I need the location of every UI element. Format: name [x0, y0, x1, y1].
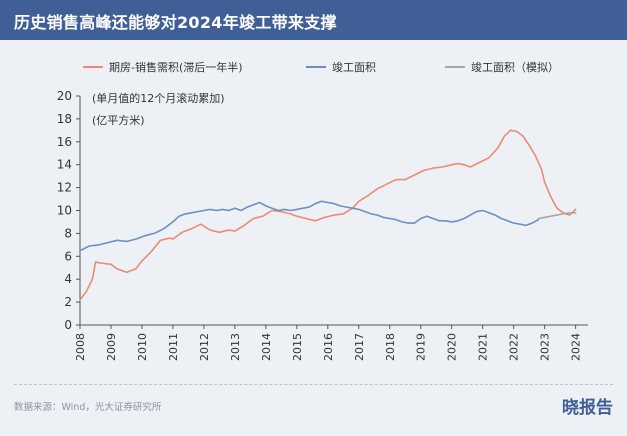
x-tick-label: 2023	[539, 333, 552, 361]
legend-label-0: 期房-销售需积(滞后一年半)	[109, 60, 243, 74]
x-tick-label: 2017	[353, 333, 366, 361]
chart-title: 历史销售高峰还能够对2024年竣工带来支撑	[14, 13, 337, 32]
annotation-line-1: (单月值的12个月滚动累加)	[92, 91, 225, 105]
x-tick-label: 2019	[415, 333, 428, 361]
brand-logo: 晓报告	[562, 398, 613, 418]
line-chart: 期房-销售需积(滞后一年半) 竣工面积 竣工面积（模拟） (单月值的12个月滚动累加…	[57, 60, 588, 361]
series-line-0	[79, 129, 577, 301]
x-tick-label: 2022	[508, 333, 521, 361]
y-tick-label: 8	[64, 226, 72, 240]
footer-divider	[14, 384, 613, 385]
y-tick-label: 4	[64, 272, 72, 286]
x-tick-label: 2014	[260, 333, 273, 361]
x-tick-label: 2024	[570, 333, 583, 361]
y-tick-label: 14	[57, 158, 72, 172]
unit-annotation: (单月值的12个月滚动累加) (亿平方米)	[92, 91, 225, 127]
y-tick-label: 10	[57, 204, 72, 218]
legend-label-2: 竣工面积（模拟）	[471, 60, 559, 74]
x-tick-label: 2015	[291, 333, 304, 361]
x-tick-label: 2013	[229, 333, 242, 361]
axes: 0 2 4 6 8 10 12 14 16 18 20 2008 2009 2010 2011 2012 201…	[57, 89, 588, 361]
x-tick-label: 2011	[167, 333, 180, 361]
x-tick-label: 2021	[477, 333, 490, 361]
x-tick-label: 2008	[74, 333, 87, 361]
x-tick-label: 2016	[322, 333, 335, 361]
x-tick-label: 2009	[105, 333, 118, 361]
x-tick-label: 2018	[384, 333, 397, 361]
y-tick-label: 2	[64, 295, 72, 309]
y-tick-label: 0	[64, 318, 72, 332]
series-line-1	[79, 200, 540, 252]
x-tick-label: 2010	[136, 333, 149, 361]
x-tick-label: 2020	[446, 333, 459, 361]
data-source-note: 数据来源：Wind，光大证券研究所	[14, 402, 162, 413]
x-tick-label: 2012	[198, 333, 211, 361]
y-tick-label: 18	[57, 112, 72, 126]
y-tick-label: 16	[57, 135, 72, 149]
title-banner: 历史销售高峰还能够对2024年竣工带来支撑	[0, 0, 627, 40]
chart-legend: 期房-销售需积(滞后一年半) 竣工面积 竣工面积（模拟）	[83, 60, 559, 74]
series-layer	[79, 129, 577, 301]
series-line-2	[537, 212, 577, 220]
y-tick-label: 12	[57, 181, 72, 195]
y-tick-label: 20	[57, 89, 72, 103]
y-tick-label: 6	[64, 249, 72, 263]
annotation-line-2: (亿平方米)	[92, 113, 145, 127]
legend-label-1: 竣工面积	[332, 60, 376, 74]
